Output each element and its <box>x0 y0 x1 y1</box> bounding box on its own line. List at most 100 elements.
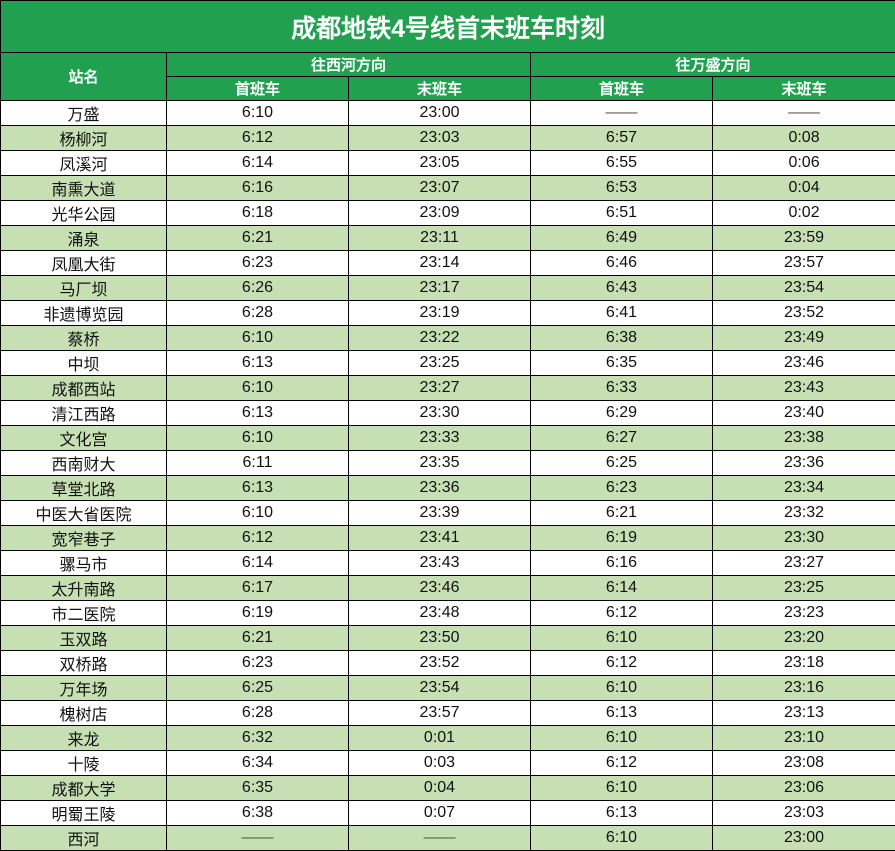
xihe-first-train: 6:16 <box>167 176 349 201</box>
xihe-last-train: 23:22 <box>349 326 531 351</box>
wansheng-first-train: 6:19 <box>531 526 713 551</box>
station-name: 马厂坝 <box>1 276 167 301</box>
station-name: 万盛 <box>1 101 167 126</box>
xihe-first-train: 6:12 <box>167 126 349 151</box>
wansheng-last-train: 23:38 <box>713 426 895 451</box>
xihe-last-train: 0:03 <box>349 751 531 776</box>
xihe-last-train: 23:54 <box>349 676 531 701</box>
wansheng-first-train: 6:57 <box>531 126 713 151</box>
xihe-first-train: 6:13 <box>167 351 349 376</box>
station-name: 来龙 <box>1 726 167 751</box>
xihe-last-train: 0:04 <box>349 776 531 801</box>
wansheng-last-train: 0:08 <box>713 126 895 151</box>
xihe-last-train: 23:19 <box>349 301 531 326</box>
station-name: 凤凰大街 <box>1 251 167 276</box>
header-station: 站名 <box>1 53 167 101</box>
station-name: 南熏大道 <box>1 176 167 201</box>
wansheng-last-train: —— <box>713 101 895 126</box>
xihe-last-train: 23:05 <box>349 151 531 176</box>
xihe-first-train: 6:10 <box>167 376 349 401</box>
station-name: 中坝 <box>1 351 167 376</box>
station-name: 清江西路 <box>1 401 167 426</box>
wansheng-first-train: 6:12 <box>531 751 713 776</box>
wansheng-first-train: 6:10 <box>531 726 713 751</box>
station-name: 蔡桥 <box>1 326 167 351</box>
xihe-first-train: 6:21 <box>167 626 349 651</box>
xihe-first-train: 6:23 <box>167 651 349 676</box>
xihe-first-train: 6:10 <box>167 326 349 351</box>
xihe-first-train: 6:10 <box>167 426 349 451</box>
wansheng-last-train: 23:57 <box>713 251 895 276</box>
wansheng-last-train: 23:59 <box>713 226 895 251</box>
wansheng-first-train: 6:10 <box>531 676 713 701</box>
wansheng-first-train: 6:10 <box>531 776 713 801</box>
xihe-last-train: 23:39 <box>349 501 531 526</box>
station-name: 成都大学 <box>1 776 167 801</box>
xihe-last-train: 23:48 <box>349 601 531 626</box>
wansheng-last-train: 23:52 <box>713 301 895 326</box>
wansheng-first-train: 6:51 <box>531 201 713 226</box>
wansheng-last-train: 23:00 <box>713 826 895 851</box>
xihe-first-train: 6:18 <box>167 201 349 226</box>
wansheng-first-train: 6:41 <box>531 301 713 326</box>
station-name: 宽窄巷子 <box>1 526 167 551</box>
wansheng-last-train: 23:30 <box>713 526 895 551</box>
wansheng-first-train: 6:53 <box>531 176 713 201</box>
xihe-first-train: —— <box>167 826 349 851</box>
station-name: 十陵 <box>1 751 167 776</box>
station-name: 玉双路 <box>1 626 167 651</box>
xihe-last-train: 23:03 <box>349 126 531 151</box>
station-name: 光华公园 <box>1 201 167 226</box>
station-name: 太升南路 <box>1 576 167 601</box>
wansheng-last-train: 23:20 <box>713 626 895 651</box>
xihe-last-train: 23:14 <box>349 251 531 276</box>
xihe-last-train: 23:30 <box>349 401 531 426</box>
xihe-last-train: —— <box>349 826 531 851</box>
header-wansheng-first: 首班车 <box>531 77 713 101</box>
station-name: 涌泉 <box>1 226 167 251</box>
wansheng-first-train: 6:49 <box>531 226 713 251</box>
xihe-last-train: 23:09 <box>349 201 531 226</box>
station-name: 中医大省医院 <box>1 501 167 526</box>
wansheng-first-train: 6:46 <box>531 251 713 276</box>
wansheng-last-train: 23:27 <box>713 551 895 576</box>
xihe-last-train: 23:50 <box>349 626 531 651</box>
station-name: 成都西站 <box>1 376 167 401</box>
xihe-last-train: 23:46 <box>349 576 531 601</box>
header-wansheng-last: 末班车 <box>713 77 895 101</box>
xihe-first-train: 6:12 <box>167 526 349 551</box>
xihe-last-train: 23:52 <box>349 651 531 676</box>
wansheng-last-train: 0:04 <box>713 176 895 201</box>
wansheng-last-train: 23:13 <box>713 701 895 726</box>
xihe-last-train: 23:07 <box>349 176 531 201</box>
wansheng-first-train: 6:16 <box>531 551 713 576</box>
wansheng-last-train: 23:46 <box>713 351 895 376</box>
header-direction-wansheng: 往万盛方向 <box>531 53 895 77</box>
header-xihe-last: 末班车 <box>349 77 531 101</box>
station-name: 西河 <box>1 826 167 851</box>
wansheng-last-train: 23:06 <box>713 776 895 801</box>
header-xihe-first: 首班车 <box>167 77 349 101</box>
wansheng-first-train: 6:12 <box>531 601 713 626</box>
xihe-last-train: 23:33 <box>349 426 531 451</box>
xihe-first-train: 6:10 <box>167 501 349 526</box>
wansheng-last-train: 23:25 <box>713 576 895 601</box>
